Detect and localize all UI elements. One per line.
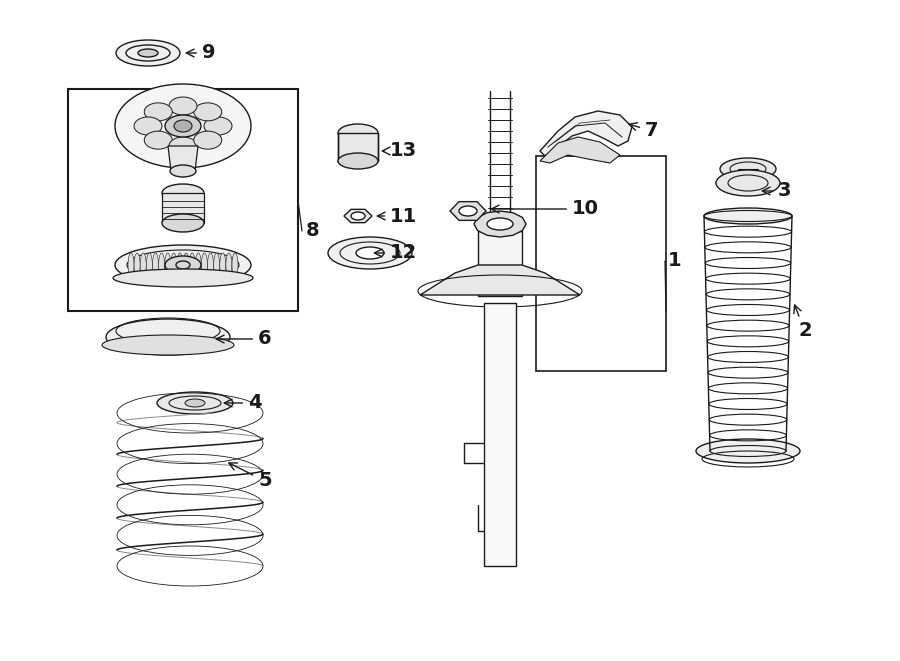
Ellipse shape	[195, 253, 202, 277]
Ellipse shape	[162, 214, 204, 232]
Ellipse shape	[162, 184, 204, 202]
Ellipse shape	[704, 208, 792, 224]
Bar	[484, 303, 516, 566]
Ellipse shape	[204, 117, 232, 135]
Text: 6: 6	[216, 329, 272, 348]
Ellipse shape	[351, 212, 365, 220]
Ellipse shape	[106, 319, 230, 355]
Ellipse shape	[183, 253, 189, 277]
Ellipse shape	[194, 131, 221, 149]
Ellipse shape	[213, 253, 220, 277]
Text: 2: 2	[794, 305, 812, 340]
Ellipse shape	[165, 115, 201, 137]
Ellipse shape	[174, 120, 192, 132]
Ellipse shape	[157, 392, 233, 414]
Ellipse shape	[170, 165, 196, 177]
Ellipse shape	[177, 253, 183, 277]
Text: 11: 11	[377, 206, 418, 225]
Polygon shape	[540, 137, 620, 163]
Polygon shape	[162, 193, 204, 223]
Text: 12: 12	[374, 243, 418, 262]
Bar	[738, 169, 758, 180]
Text: 10: 10	[491, 200, 599, 219]
Polygon shape	[168, 146, 198, 171]
Ellipse shape	[720, 158, 776, 180]
Ellipse shape	[171, 253, 176, 277]
Ellipse shape	[696, 439, 800, 463]
Ellipse shape	[328, 237, 412, 269]
Ellipse shape	[356, 247, 384, 259]
Ellipse shape	[165, 256, 201, 274]
Text: 5: 5	[229, 463, 272, 490]
Ellipse shape	[158, 253, 165, 277]
Bar	[478, 231, 522, 296]
Polygon shape	[474, 211, 526, 237]
Ellipse shape	[194, 103, 221, 121]
Ellipse shape	[144, 131, 172, 149]
Bar	[68, 89, 298, 311]
Ellipse shape	[338, 153, 378, 169]
Ellipse shape	[232, 253, 238, 277]
Ellipse shape	[140, 253, 146, 277]
Ellipse shape	[208, 253, 213, 277]
Text: 1: 1	[668, 251, 681, 270]
Ellipse shape	[144, 103, 172, 121]
Ellipse shape	[113, 269, 253, 287]
Ellipse shape	[152, 253, 158, 277]
Ellipse shape	[102, 335, 234, 355]
Ellipse shape	[459, 206, 477, 216]
Ellipse shape	[169, 137, 197, 155]
Polygon shape	[338, 133, 378, 161]
Text: 9: 9	[186, 44, 215, 63]
Text: 8: 8	[306, 221, 319, 241]
Ellipse shape	[185, 399, 205, 407]
Polygon shape	[420, 265, 580, 295]
Polygon shape	[344, 210, 372, 223]
Ellipse shape	[147, 253, 152, 277]
Text: 4: 4	[224, 393, 262, 412]
Ellipse shape	[115, 84, 251, 168]
Ellipse shape	[338, 124, 378, 142]
Polygon shape	[540, 111, 632, 156]
Bar	[536, 156, 666, 371]
Ellipse shape	[116, 40, 180, 66]
Text: 13: 13	[382, 141, 417, 161]
Text: 7: 7	[629, 122, 659, 141]
Ellipse shape	[169, 97, 197, 115]
Ellipse shape	[189, 253, 195, 277]
Ellipse shape	[226, 253, 232, 277]
Ellipse shape	[134, 253, 140, 277]
Ellipse shape	[128, 253, 134, 277]
Ellipse shape	[716, 170, 780, 196]
Ellipse shape	[220, 253, 226, 277]
Ellipse shape	[487, 218, 513, 230]
Text: 3: 3	[762, 182, 791, 200]
Ellipse shape	[202, 253, 207, 277]
Ellipse shape	[138, 49, 158, 57]
Ellipse shape	[134, 117, 162, 135]
Polygon shape	[450, 202, 486, 220]
Ellipse shape	[165, 253, 171, 277]
Ellipse shape	[115, 245, 251, 285]
